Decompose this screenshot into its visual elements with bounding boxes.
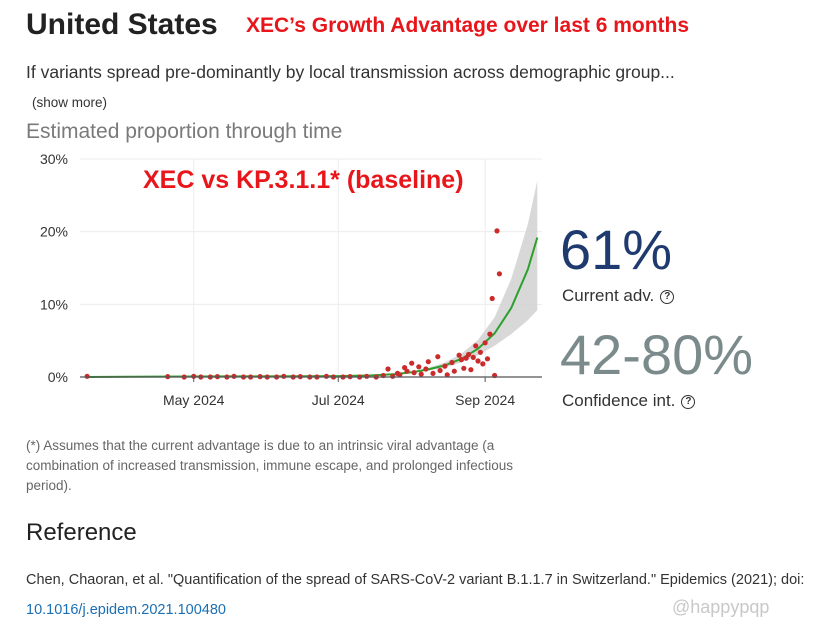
y-tick-label: 0% — [48, 369, 68, 385]
data-point — [466, 351, 472, 358]
reference-text: Chen, Chaoran, et al. "Quantification of… — [26, 572, 805, 588]
data-point — [458, 357, 464, 363]
data-point — [449, 359, 455, 366]
chart-annotation: XEC vs KP.3.1.1* (baseline) — [143, 166, 464, 194]
data-point — [397, 372, 403, 378]
data-point — [484, 356, 491, 362]
data-point — [281, 373, 287, 379]
help-icon[interactable]: ? — [681, 395, 696, 409]
data-point — [385, 366, 391, 372]
show-more-link[interactable]: (show more) — [32, 95, 108, 110]
data-point — [416, 364, 422, 370]
current-advantage-text: Current adv. — [562, 286, 655, 305]
data-point — [482, 340, 488, 346]
data-point — [494, 228, 500, 234]
data-point — [409, 360, 415, 366]
data-point — [411, 370, 417, 376]
x-tick-label: Sep 2024 — [455, 392, 515, 408]
data-point — [231, 373, 237, 379]
data-point — [84, 373, 90, 379]
confidence-interval-label: Confidence int.? — [562, 391, 696, 411]
data-point — [496, 271, 502, 277]
confidence-interval-value: 42-80% — [560, 323, 754, 386]
data-point — [475, 358, 481, 364]
chart-axes: 0% 10% 20% 30% May 2024 Jul 2024 Sep 2024 — [40, 151, 542, 408]
data-point — [461, 365, 467, 371]
data-point — [487, 331, 493, 337]
data-point — [191, 373, 197, 379]
data-point — [489, 295, 495, 302]
fit-line-group — [87, 237, 539, 378]
doi-link[interactable]: 10.1016/j.epidem.2021.100480 — [26, 602, 226, 618]
data-point — [470, 354, 476, 360]
data-point — [418, 371, 424, 377]
data-point — [456, 352, 462, 358]
y-tick-label: 30% — [40, 151, 68, 167]
data-point — [480, 361, 486, 367]
data-point — [364, 373, 370, 379]
help-icon[interactable]: ? — [660, 290, 675, 304]
data-point — [451, 368, 457, 374]
y-tick-label: 10% — [40, 296, 68, 312]
data-point — [444, 372, 450, 378]
watermark: @happypqp — [672, 597, 770, 617]
confidence-interval-text: Confidence int. — [562, 391, 676, 410]
y-tick-label: 20% — [40, 224, 68, 240]
intro-text: If variants spread pre-dominantly by loc… — [26, 62, 675, 82]
data-point — [423, 366, 429, 372]
fit-line — [87, 237, 539, 378]
data-point — [473, 343, 479, 349]
data-point — [442, 363, 448, 369]
current-advantage-value: 61% — [560, 218, 673, 281]
chart-title: Estimated proportion through time — [26, 120, 343, 143]
data-point — [425, 359, 431, 365]
footnote: (*) Assumes that the current advantage i… — [26, 438, 514, 493]
data-point — [404, 368, 410, 374]
chart-gridlines — [80, 158, 542, 377]
data-point — [437, 367, 443, 374]
current-advantage-label: Current adv.? — [562, 286, 675, 306]
reference-citation: Chen, Chaoran, et al. "Quantification of… — [26, 565, 811, 625]
proportion-chart: 0% 10% 20% 30% May 2024 Jul 2024 Sep 2024 XEC … — [40, 151, 542, 408]
confidence-band — [411, 180, 538, 373]
x-tick-label: Jul 2024 — [312, 392, 365, 408]
data-points-group — [84, 228, 502, 380]
data-point — [477, 349, 483, 355]
data-point — [468, 367, 474, 373]
confidence-band-group — [411, 180, 538, 373]
data-point — [430, 370, 436, 376]
data-point — [390, 373, 396, 379]
page-title: United States — [26, 8, 218, 41]
growth-advantage-annotation: XEC’s Growth Advantage over last 6 month… — [246, 14, 690, 37]
data-point — [435, 354, 441, 360]
reference-heading: Reference — [26, 519, 137, 546]
x-tick-label: May 2024 — [163, 392, 225, 408]
data-point — [323, 373, 329, 379]
